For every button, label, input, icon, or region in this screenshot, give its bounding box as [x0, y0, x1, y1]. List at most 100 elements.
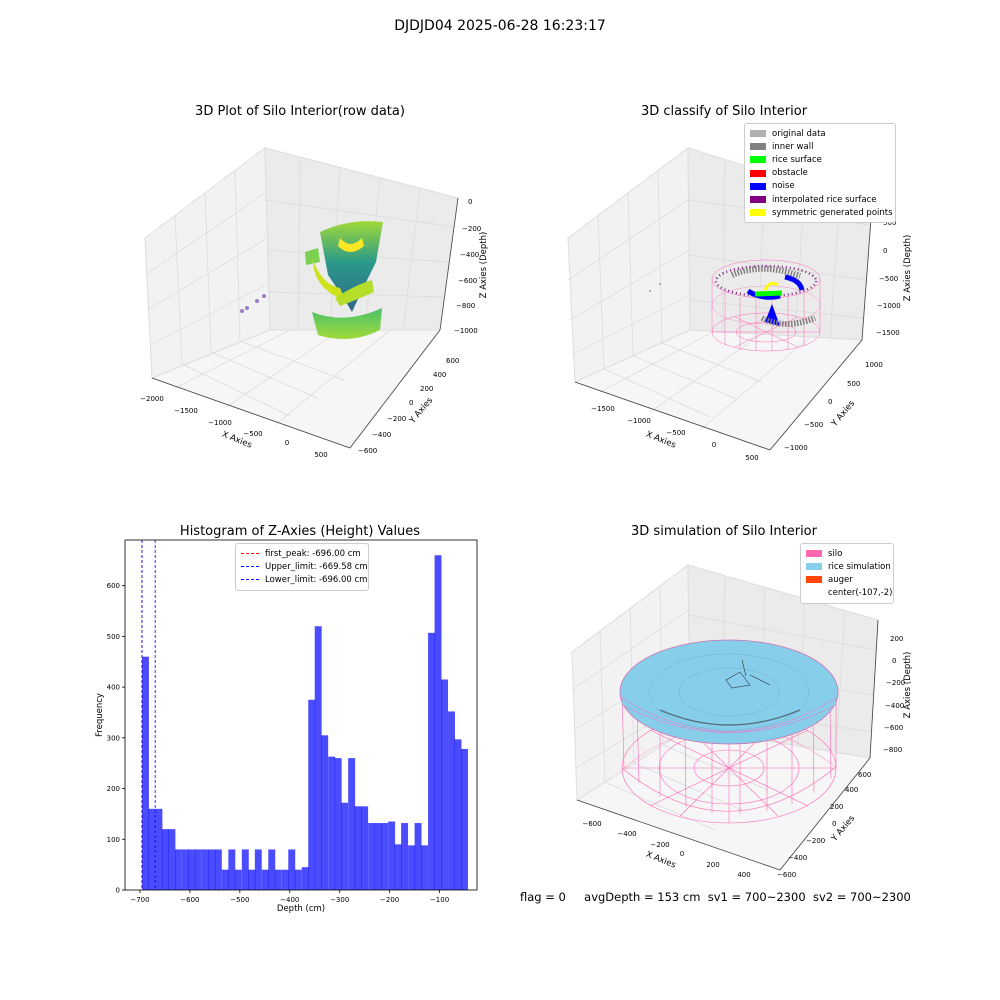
histogram-y-label: Frequency	[95, 693, 105, 737]
sim-z-tick: −200	[886, 679, 905, 687]
histogram-bar	[214, 849, 222, 890]
y-tick-label: 500	[107, 633, 120, 641]
raw-z-tick: −1000	[454, 327, 478, 335]
classify-z-tick: 0	[883, 247, 887, 255]
histogram-reference-lines	[141, 540, 156, 890]
histogram-bar	[221, 869, 229, 890]
x-tick-label: −400	[280, 896, 299, 904]
histogram-bar	[394, 844, 402, 890]
raw-point-cloud-surface	[305, 221, 383, 339]
histogram-bar	[454, 739, 462, 890]
classify-x-tick: −1000	[627, 417, 651, 425]
histogram-bar	[194, 849, 202, 890]
raw-z-tick: 0	[468, 198, 472, 206]
classify-y-tick: 1000	[865, 361, 883, 369]
legend-label: rice simulation	[828, 561, 891, 572]
classify-z-label: Z Axies (Depth)	[903, 235, 913, 302]
legend-swatch	[806, 576, 822, 584]
raw-x-tick: 500	[314, 451, 327, 459]
histogram-bar	[254, 849, 262, 890]
legend-swatch	[806, 563, 822, 571]
legend-swatch	[806, 590, 822, 597]
legend-item: obstacle	[750, 167, 890, 180]
legend-swatch	[750, 169, 766, 177]
histogram-bar	[341, 802, 349, 890]
classify-y-tick: −1000	[784, 444, 808, 452]
simulation-plot-title: 3D simulation of Silo Interior	[631, 524, 817, 539]
histogram-bar	[421, 845, 429, 890]
legend-swatch	[806, 550, 822, 558]
classify-y-tick: 500	[847, 380, 860, 388]
histogram-frame	[124, 539, 478, 891]
legend-item: symmetric generated points	[750, 206, 893, 219]
histogram-legend: first_peak: -696.00 cm Upper_limit: -669…	[235, 543, 369, 591]
histogram-bar	[141, 656, 149, 890]
x-tick-label: −200	[380, 896, 399, 904]
histogram-bar	[201, 849, 209, 890]
histogram-bar	[334, 758, 342, 890]
histogram-x-label: Depth (cm)	[277, 904, 325, 914]
histogram-bar	[328, 756, 336, 890]
histogram-bar	[354, 806, 362, 890]
legend-label: inner wall	[772, 141, 814, 152]
classify-x-tick: −500	[666, 429, 685, 437]
sim-x-tick: −600	[582, 820, 601, 828]
histogram-y-ticks: 0 100 200 300 400 500 600	[107, 582, 125, 895]
legend-label: silo	[828, 548, 843, 559]
sim-y-tick: −400	[788, 854, 807, 862]
histogram-bar	[268, 849, 276, 890]
histogram-bar	[288, 849, 296, 890]
raw-y-tick: 600	[446, 357, 459, 365]
legend-swatch	[750, 130, 766, 138]
legend-label: Lower_limit: -696.00 cm	[265, 574, 368, 585]
y-tick-label: 0	[116, 887, 120, 895]
classify-silo-wireframe	[711, 259, 821, 352]
raw-grid	[144, 156, 456, 426]
raw-3d-plot: −2000 −1500 −1000 −500 0 500 −600 −400 −…	[140, 147, 489, 459]
legend-swatch	[750, 156, 766, 164]
legend-item: Lower_limit: -696.00 cm	[241, 573, 367, 586]
histogram-bar	[308, 699, 316, 890]
status-flag: flag = 0	[520, 890, 566, 904]
classify-x-tick: 0	[712, 441, 716, 449]
sim-x-tick: 0	[680, 850, 684, 858]
histogram-bar	[448, 711, 455, 890]
legend-item: auger	[806, 573, 888, 586]
sim-y-tick: −600	[777, 871, 796, 879]
status-line: flag = 0 avgDepth = 153 cm sv1 = 700~230…	[520, 890, 911, 904]
histogram-bar	[155, 808, 163, 890]
histogram-bar	[294, 869, 302, 890]
classify-y-label: Y Axies	[829, 398, 857, 429]
legend-label: interpolated rice surface	[772, 194, 877, 205]
raw-z-tick: −400	[460, 251, 479, 259]
histogram-bar	[274, 869, 282, 890]
legend-item: inner wall	[750, 140, 890, 153]
y-tick-label: 200	[107, 785, 120, 793]
y-tick-label: 600	[107, 582, 120, 590]
legend-line	[241, 553, 259, 555]
histogram-bar	[408, 845, 416, 890]
histogram-bar	[388, 821, 396, 890]
legend-item: Upper_limit: -669.58 cm	[241, 560, 368, 573]
legend-label: symmetric generated points	[772, 207, 893, 218]
raw-z-tick: −800	[456, 302, 475, 310]
sim-z-tick: −800	[883, 746, 902, 754]
sim-z-tick: 0	[892, 657, 896, 665]
legend-line	[241, 579, 259, 581]
simulation-3d-plot: −600 −400 −200 0 200 400 −600 −400 −200 …	[571, 564, 913, 879]
sim-x-tick: −200	[650, 841, 669, 849]
legend-item: original data	[750, 127, 890, 140]
histogram-chart: −700 −600 −500 −400 −300 −200 −100 0 100 200 300 4…	[95, 539, 478, 914]
histogram-bar	[368, 823, 376, 890]
legend-label: rice surface	[772, 154, 822, 165]
histogram-bar	[248, 869, 256, 890]
legend-line	[241, 566, 259, 568]
histogram-bar	[381, 823, 389, 890]
classify-z-tick: −1500	[876, 329, 900, 337]
status-sv1: sv1 = 700~2300	[707, 890, 806, 904]
histogram-bar	[414, 823, 422, 890]
classify-points	[649, 264, 818, 327]
histogram-bar	[348, 758, 356, 890]
histogram-bar	[161, 829, 169, 890]
histogram-bar	[301, 867, 309, 890]
